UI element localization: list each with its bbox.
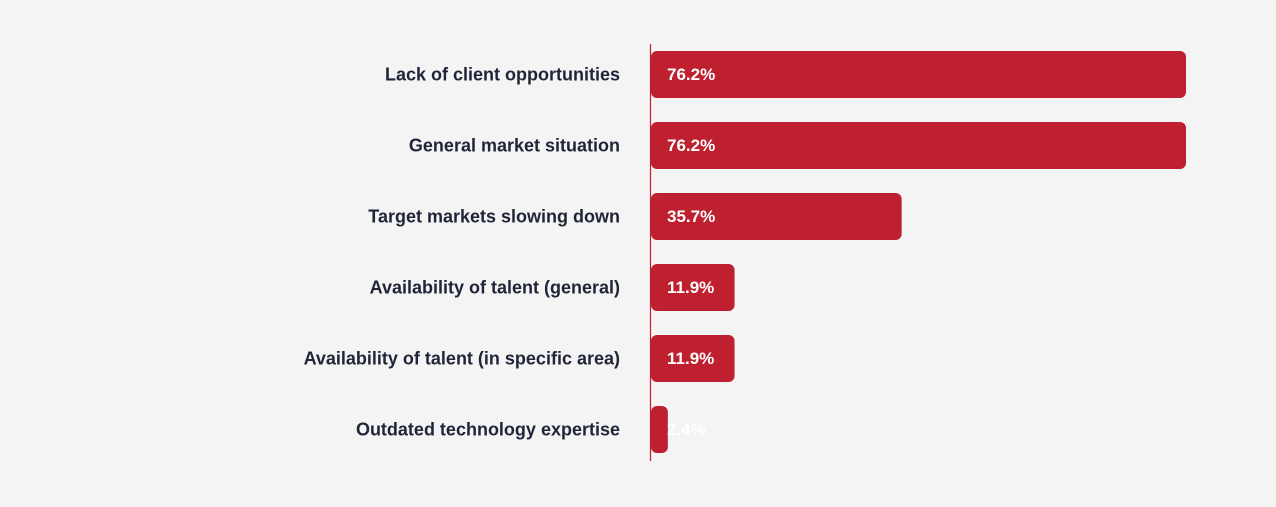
- bar-row: General market situation 76.2%: [409, 122, 1186, 169]
- bar-row: Availability of talent (general) 11.9%: [370, 264, 735, 311]
- bar-row: Target markets slowing down 35.7%: [368, 193, 902, 240]
- category-label: Availability of talent (in specific area…: [304, 349, 620, 369]
- category-label: General market situation: [409, 136, 620, 156]
- category-label: Outdated technology expertise: [356, 420, 620, 440]
- bars-group: Lack of client opportunities 76.2%General…: [304, 51, 1186, 453]
- bar: [651, 335, 735, 382]
- value-label: 11.9%: [667, 278, 714, 297]
- category-label: Lack of client opportunities: [385, 65, 620, 85]
- value-label: 11.9%: [667, 349, 714, 368]
- category-label: Availability of talent (general): [370, 278, 620, 298]
- bar: [651, 193, 902, 240]
- category-label: Target markets slowing down: [368, 207, 620, 227]
- value-label: 76.2%: [667, 65, 715, 84]
- bar: [651, 51, 1186, 98]
- bar: [651, 264, 735, 311]
- value-label: 2.4%: [667, 420, 706, 439]
- value-label: 35.7%: [667, 207, 715, 226]
- bar: [651, 122, 1186, 169]
- bar-row: Lack of client opportunities 76.2%: [385, 51, 1186, 98]
- value-label: 76.2%: [667, 136, 715, 155]
- bar: [651, 406, 668, 453]
- bar-row: Outdated technology expertise 2.4%: [356, 406, 706, 453]
- bar-row: Availability of talent (in specific area…: [304, 335, 735, 382]
